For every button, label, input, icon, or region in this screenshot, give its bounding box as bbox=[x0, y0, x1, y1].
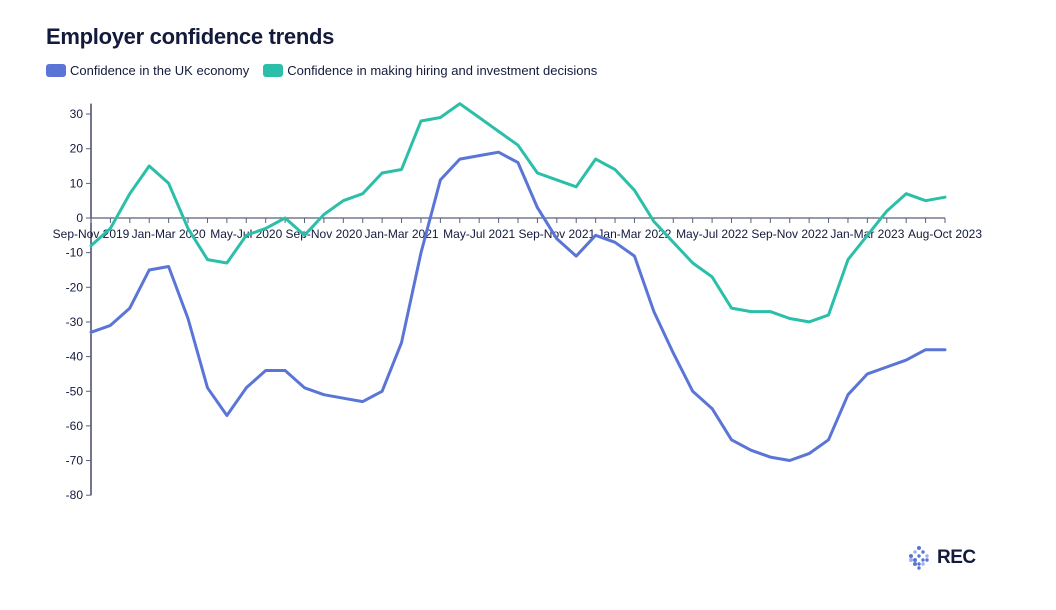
logo-dot bbox=[909, 558, 913, 562]
x-tick-label: May-Jul 2022 bbox=[676, 227, 748, 241]
y-tick-label: 0 bbox=[76, 211, 83, 225]
series-line-hiring bbox=[89, 102, 947, 324]
series-line-economy bbox=[89, 150, 947, 462]
y-tick-label: -50 bbox=[66, 384, 84, 398]
legend-swatch-hiring bbox=[263, 64, 284, 77]
logo-dot bbox=[921, 562, 925, 566]
logo-dot bbox=[925, 554, 929, 558]
logo-dot bbox=[913, 550, 917, 554]
y-tick-label: -20 bbox=[66, 280, 84, 294]
diamond-dots-icon bbox=[909, 546, 929, 570]
y-tick-label: 20 bbox=[70, 142, 84, 156]
y-tick-label: 10 bbox=[70, 176, 84, 190]
y-tick-label: -30 bbox=[66, 315, 84, 329]
logo-dot bbox=[921, 550, 925, 554]
logo-dot bbox=[909, 554, 913, 558]
x-tick-label: Aug-Oct 2023 bbox=[908, 227, 982, 241]
x-tick-label: Jan-Mar 2022 bbox=[597, 227, 671, 241]
y-tick-label: -40 bbox=[66, 350, 84, 364]
x-tick-label: Sep-Nov 2019 bbox=[53, 227, 130, 241]
logo-dot bbox=[917, 562, 921, 566]
y-tick-label: -60 bbox=[66, 419, 84, 433]
logo-dot bbox=[913, 558, 917, 562]
y-tick-label: 30 bbox=[70, 107, 84, 121]
x-tick-label: Sep-Nov 2021 bbox=[518, 227, 595, 241]
x-tick-label: May-Jul 2021 bbox=[443, 227, 515, 241]
logo-dot bbox=[917, 554, 921, 558]
x-tick-label: Jan-Mar 2021 bbox=[365, 227, 439, 241]
logo-dot bbox=[913, 562, 917, 566]
logo-text: REC bbox=[937, 547, 976, 568]
y-tick-label: -80 bbox=[66, 488, 84, 502]
y-tick-label: -10 bbox=[66, 246, 84, 260]
legend-swatch-economy bbox=[46, 64, 66, 77]
y-tick-label: -70 bbox=[66, 454, 84, 468]
x-tick-label: Sep-Nov 2022 bbox=[751, 227, 828, 241]
legend-label-hiring: Confidence in making hiring and investme… bbox=[287, 63, 598, 78]
logo-dot bbox=[921, 558, 925, 562]
x-tick-label: Sep-Nov 2020 bbox=[286, 227, 363, 241]
logo-dot bbox=[917, 566, 921, 570]
x-tick-label: Jan-Mar 2020 bbox=[132, 227, 206, 241]
legend-label-economy: Confidence in the UK economy bbox=[70, 63, 250, 78]
logo-dot bbox=[925, 558, 929, 562]
logo-dot bbox=[917, 546, 921, 550]
legend-item-hiring[interactable]: Confidence in making hiring and investme… bbox=[263, 63, 597, 78]
rec-logo: REC bbox=[906, 545, 976, 571]
chart-title: Employer confidence trends bbox=[46, 24, 335, 49]
chart-legend: Confidence in the UK economy Confidence … bbox=[46, 63, 611, 78]
legend-item-economy[interactable]: Confidence in the UK economy bbox=[46, 63, 249, 78]
